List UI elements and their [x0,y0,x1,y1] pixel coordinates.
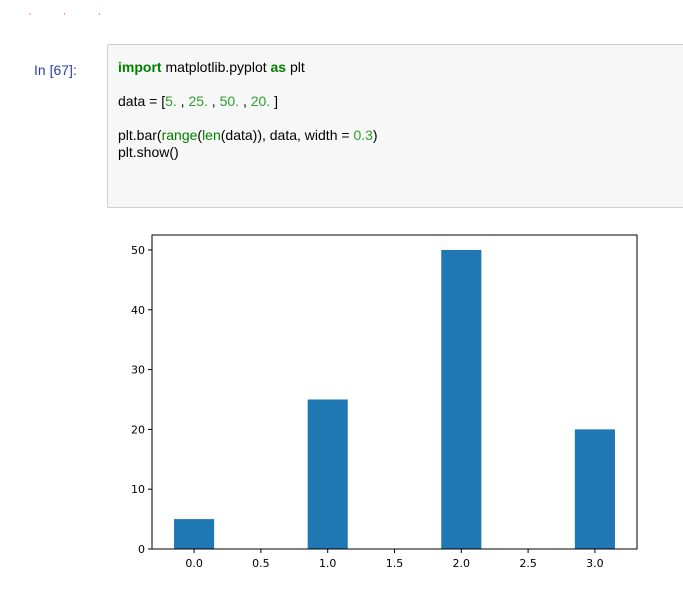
code-token: , [207,93,220,109]
y-axis-ticks: 0 10 20 30 40 50 [131,244,152,556]
code-token: , [239,93,251,109]
code-token: plt.show() [118,144,179,160]
code-cell-input[interactable]: import matplotlib.pyplot as plt data = [5… [107,44,683,208]
x-tick-label: 1.5 [386,557,404,570]
bar-3 [574,429,615,549]
axes-frame [151,234,638,550]
y-tick-label: 30 [131,364,145,377]
code-token: 0.3 [353,127,373,143]
code-token: range [161,127,198,143]
cell-prompt: In [67]: [34,62,77,78]
code-token: 50. [219,93,240,109]
code-token: ] [270,93,278,109]
code-token: matplotlib.pyplot [161,59,271,75]
code-token: data = [ [118,93,166,109]
x-axis-ticks: 0.0 0.5 1.0 1.5 2.0 2.5 3.0 [185,549,604,570]
code-line: plt.bar(range(len(data)), data, width = … [118,127,378,144]
x-tick-label: 1.0 [319,557,337,570]
x-tick-label: 0.0 [185,557,203,570]
y-tick-label: 10 [131,483,145,496]
code-token: 25. [188,93,208,109]
y-tick-label: 0 [138,543,145,556]
bar-1 [307,399,348,549]
code-token: 5. [165,93,177,109]
code-line: import matplotlib.pyplot as plt [118,59,378,76]
x-tick-label: 2.0 [453,557,471,570]
bar-0 [174,519,215,549]
y-tick-label: 20 [131,423,145,436]
code-token: plt [286,59,305,75]
code-token: (data)), data, width = [220,127,354,143]
code-editor[interactable]: import matplotlib.pyplot as plt data = [5… [118,59,378,161]
bar-2 [441,249,482,549]
bars-group [174,249,615,549]
x-tick-label: 3.0 [586,557,604,570]
x-tick-label: 2.5 [519,557,537,570]
code-token: ) [372,127,378,143]
code-token: 20. [250,93,271,109]
y-tick-label: 40 [131,304,145,317]
code-token: ( [197,127,203,143]
code-line: plt.show() [118,144,378,161]
code-token: , [176,93,189,109]
y-tick-label: 50 [131,244,145,257]
cell-top-marker: · · · [28,8,116,20]
code-line: data = [5. , 25. , 50. , 20. ] [118,93,378,110]
x-tick-label: 0.5 [252,557,270,570]
code-token: len [202,127,221,143]
code-token: as [270,59,287,75]
code-token: import [118,59,162,75]
code-token: plt.bar( [118,127,162,143]
